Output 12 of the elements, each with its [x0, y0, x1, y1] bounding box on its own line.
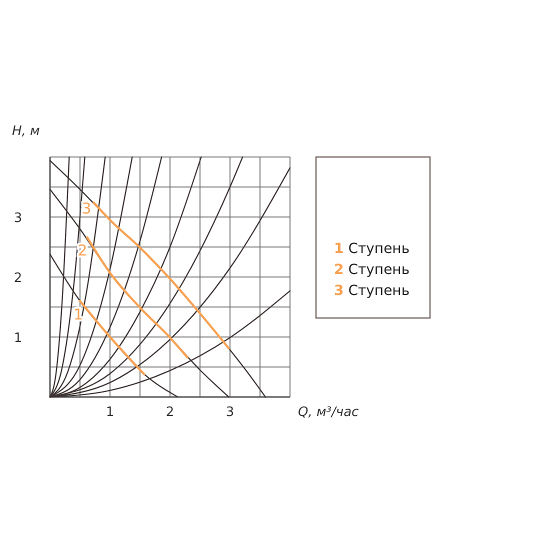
x-tick-label: 1	[106, 405, 114, 420]
text: 3 Ступень	[334, 283, 410, 299]
y-axis-title: H, м	[12, 124, 40, 139]
y-tick-label: 1	[14, 331, 22, 346]
y-tick-label: 3	[14, 211, 22, 226]
x-tick-label: 2	[166, 405, 174, 420]
x-tick-label: 3	[226, 405, 234, 420]
text: 1 Ступень	[334, 241, 410, 257]
text: 2 Ступень	[334, 262, 410, 278]
x-axis-title: Q, м³/час	[298, 405, 359, 420]
y-tick-label: 2	[14, 271, 22, 286]
series-label: 3	[82, 200, 92, 218]
